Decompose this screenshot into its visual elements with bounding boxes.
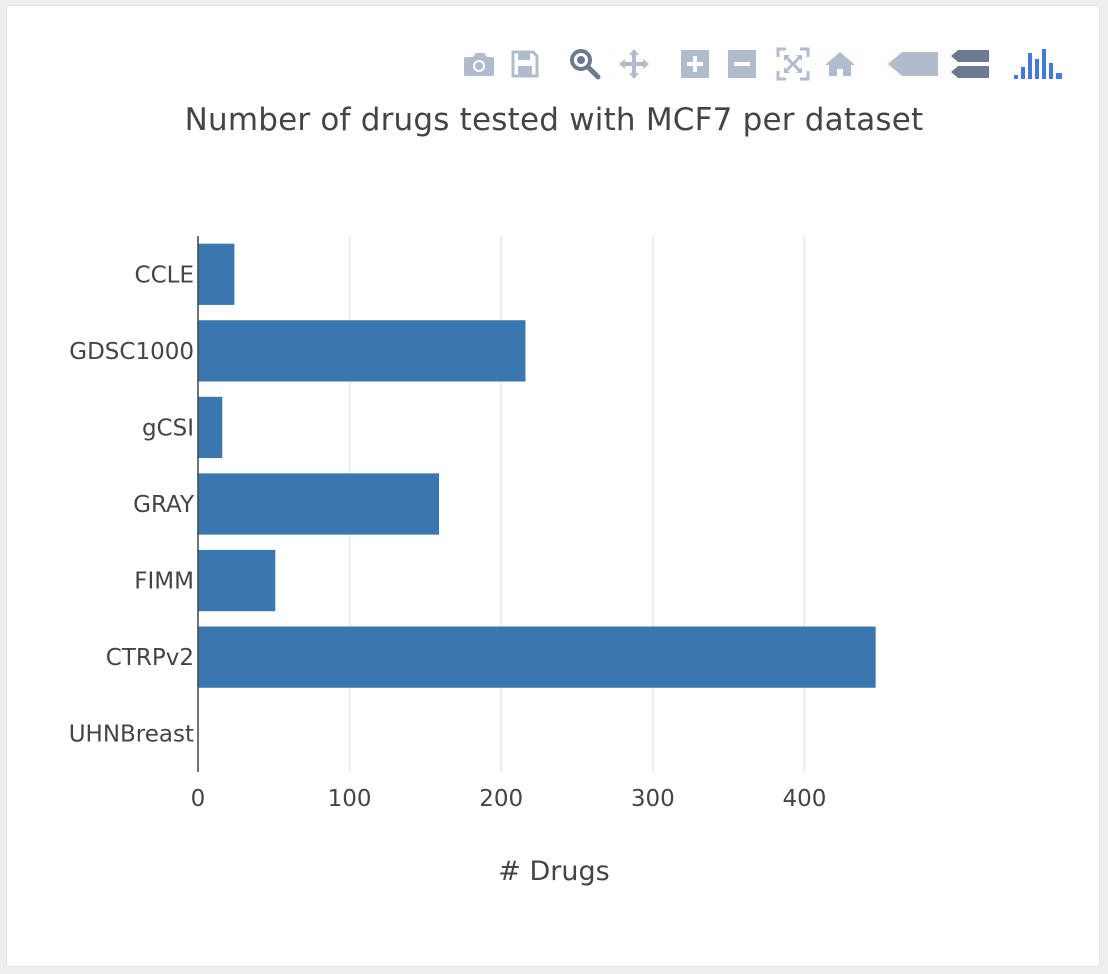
plotly-logo-icon[interactable] — [1010, 44, 1066, 84]
x-tick-label: 200 — [479, 786, 523, 812]
bar[interactable] — [198, 396, 223, 459]
autoscale-icon[interactable] — [774, 44, 812, 84]
chart-title: Number of drugs tested with MCF7 per dat… — [184, 102, 924, 138]
bar[interactable] — [198, 473, 440, 535]
bar[interactable] — [198, 320, 526, 382]
bar[interactable] — [198, 626, 876, 688]
home-icon[interactable] — [821, 44, 859, 84]
zoom-icon[interactable] — [566, 44, 604, 84]
y-tick-label: CCLE — [135, 262, 194, 288]
x-tick-label: 0 — [191, 786, 206, 812]
x-axis-label: # Drugs — [498, 856, 609, 887]
plot-container — [6, 5, 1100, 967]
x-tick-label: 400 — [782, 786, 826, 812]
save-icon[interactable] — [506, 44, 544, 84]
camera-icon[interactable] — [460, 44, 498, 84]
bar[interactable] — [198, 549, 276, 612]
zoom-in-icon[interactable] — [676, 44, 714, 84]
zoom-out-icon[interactable] — [723, 44, 761, 84]
y-axis: CCLE GDSC1000 gCSI GRAY FIMM CTRPv2 UHNBreast — [69, 236, 199, 772]
x-tick-label: 100 — [328, 786, 372, 812]
x-tick-label: 300 — [631, 786, 675, 812]
y-tick-label: UHNBreast — [69, 722, 194, 748]
y-tick-label: CTRPv2 — [106, 645, 194, 671]
bars — [198, 243, 876, 688]
y-tick-label: GRAY — [133, 492, 195, 518]
y-tick-label: gCSI — [142, 415, 194, 441]
modebar — [0, 44, 1108, 84]
y-tick-label: FIMM — [134, 569, 194, 595]
y-tick-label: GDSC1000 — [69, 339, 194, 365]
bar[interactable] — [198, 243, 235, 305]
pan-icon[interactable] — [615, 44, 653, 84]
hover-closest-icon[interactable] — [885, 44, 941, 84]
hover-compare-icon[interactable] — [945, 44, 995, 84]
x-axis: 0 100 200 300 400 — [191, 786, 827, 812]
